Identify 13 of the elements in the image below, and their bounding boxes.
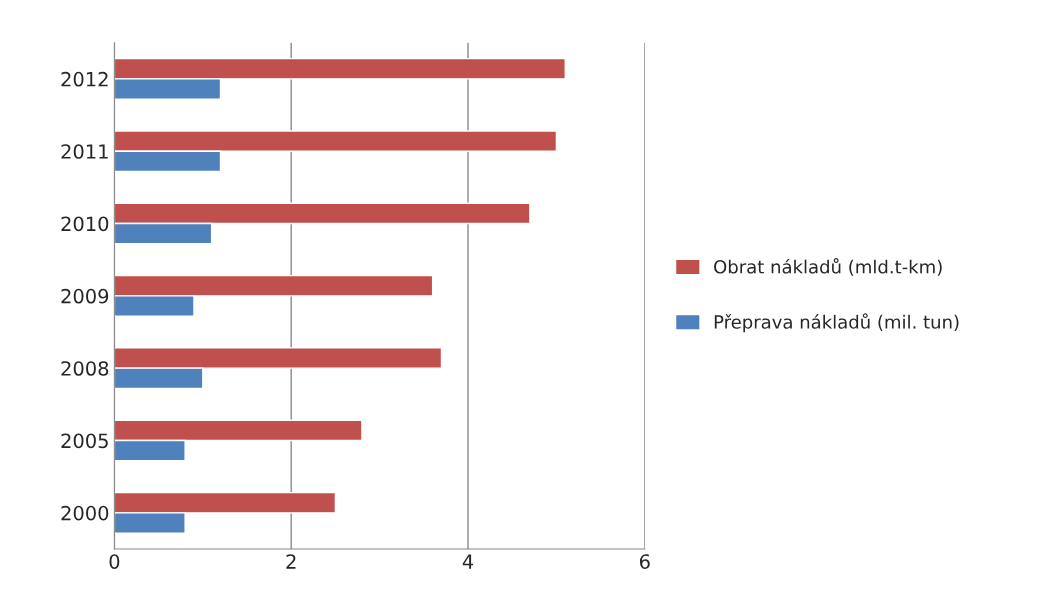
y-tick-label: 2005 <box>61 433 108 449</box>
legend-label: Obrat nákladů (mld.t-km) <box>714 258 942 276</box>
y-tick-label: 2000 <box>61 505 109 521</box>
x-tick-label: 0 <box>109 554 120 569</box>
legend-label: Přeprava nákladů (mil. tun) <box>714 313 959 333</box>
y-tick-label: 2008 <box>61 361 109 376</box>
y-tick-label: 2010 <box>61 216 109 232</box>
y-tick-label: 2009 <box>61 288 109 304</box>
y-tick-label: 2012 <box>61 71 108 87</box>
x-tick-label: 6 <box>639 554 650 569</box>
y-tick-label: 2011 <box>61 144 108 159</box>
x-tick-label: 2 <box>286 554 296 569</box>
x-tick-label: 4 <box>462 554 474 569</box>
